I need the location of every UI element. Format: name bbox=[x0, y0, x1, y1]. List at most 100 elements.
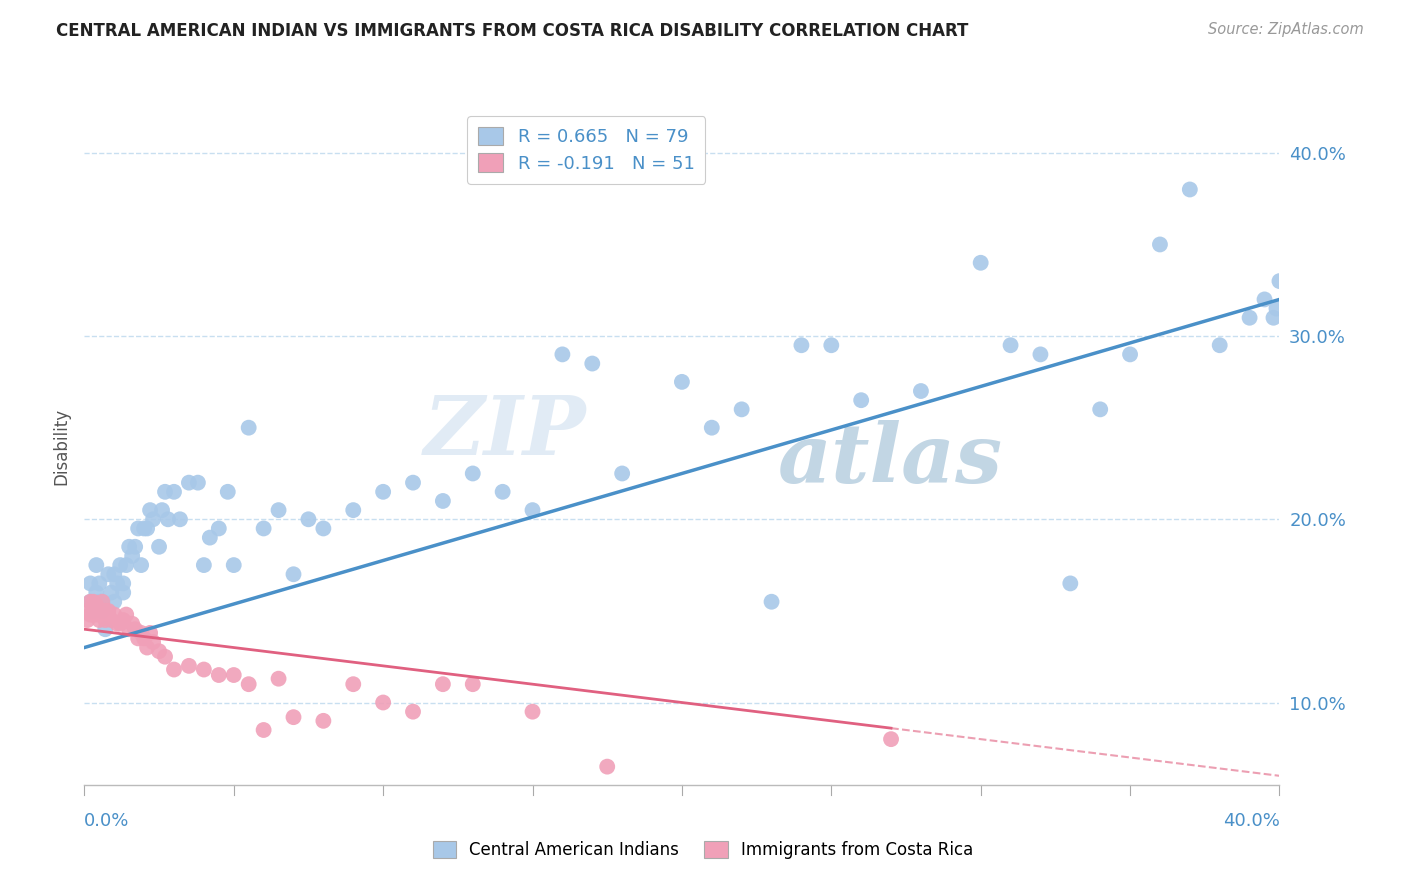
Point bbox=[79, 576, 101, 591]
Point bbox=[124, 622, 146, 636]
Point bbox=[121, 549, 143, 563]
Point bbox=[208, 668, 231, 682]
Point bbox=[103, 607, 125, 622]
Point bbox=[492, 484, 515, 499]
Legend: Central American Indians, Immigrants from Costa Rica: Central American Indians, Immigrants fro… bbox=[426, 834, 980, 866]
Point bbox=[132, 521, 156, 535]
Point bbox=[157, 512, 180, 526]
Text: Source: ZipAtlas.com: Source: ZipAtlas.com bbox=[1208, 22, 1364, 37]
Text: 40.0%: 40.0% bbox=[1223, 812, 1279, 830]
Point bbox=[238, 420, 260, 434]
Point bbox=[150, 503, 173, 517]
Point bbox=[82, 595, 104, 609]
Point bbox=[136, 521, 159, 535]
Point bbox=[121, 616, 143, 631]
Legend: R = 0.665   N = 79, R = -0.191   N = 51: R = 0.665 N = 79, R = -0.191 N = 51 bbox=[467, 116, 706, 184]
Text: 0.0%: 0.0% bbox=[84, 812, 129, 830]
Point bbox=[94, 604, 117, 618]
Point bbox=[76, 604, 98, 618]
Point bbox=[1059, 576, 1081, 591]
Point bbox=[761, 595, 783, 609]
Point bbox=[551, 347, 574, 361]
Point bbox=[110, 616, 132, 631]
Point bbox=[671, 375, 693, 389]
Point bbox=[851, 393, 873, 408]
Point bbox=[238, 677, 260, 691]
Point bbox=[76, 613, 98, 627]
Point bbox=[89, 595, 111, 609]
Point bbox=[342, 503, 364, 517]
Point bbox=[1209, 338, 1232, 352]
Point bbox=[94, 613, 117, 627]
Point bbox=[461, 677, 484, 691]
Point bbox=[110, 558, 132, 573]
Point bbox=[86, 558, 108, 573]
Point bbox=[731, 402, 754, 417]
Point bbox=[970, 256, 993, 270]
Point bbox=[297, 512, 319, 526]
Point bbox=[89, 576, 111, 591]
Point bbox=[222, 558, 245, 573]
Point bbox=[820, 338, 842, 352]
Point bbox=[163, 484, 186, 499]
Point bbox=[100, 613, 122, 627]
Point bbox=[103, 595, 125, 609]
Point bbox=[142, 635, 165, 649]
Point bbox=[253, 521, 276, 535]
Point bbox=[148, 540, 170, 554]
Point bbox=[112, 576, 135, 591]
Point bbox=[118, 622, 141, 636]
Point bbox=[1178, 182, 1201, 196]
Point bbox=[177, 475, 200, 490]
Point bbox=[163, 663, 186, 677]
Point bbox=[79, 595, 101, 609]
Point bbox=[1268, 274, 1291, 288]
Point bbox=[612, 467, 634, 481]
Point bbox=[700, 420, 723, 434]
Point bbox=[129, 626, 152, 640]
Point bbox=[79, 607, 101, 622]
Point bbox=[581, 357, 603, 371]
Point bbox=[193, 558, 215, 573]
Point bbox=[124, 540, 146, 554]
Point bbox=[402, 705, 425, 719]
Point bbox=[89, 604, 111, 618]
Point bbox=[373, 484, 395, 499]
Point bbox=[1263, 310, 1285, 325]
Point bbox=[112, 613, 135, 627]
Point bbox=[596, 759, 619, 773]
Point bbox=[82, 604, 104, 618]
Point bbox=[522, 705, 544, 719]
Point bbox=[373, 696, 395, 710]
Point bbox=[79, 595, 101, 609]
Point bbox=[112, 585, 135, 599]
Point bbox=[402, 475, 425, 490]
Point bbox=[432, 677, 454, 691]
Point bbox=[127, 521, 149, 535]
Point bbox=[169, 512, 191, 526]
Point bbox=[432, 494, 454, 508]
Point bbox=[193, 663, 215, 677]
Point bbox=[97, 567, 120, 582]
Point bbox=[267, 503, 290, 517]
Point bbox=[105, 616, 128, 631]
Point bbox=[342, 677, 364, 691]
Point bbox=[115, 607, 138, 622]
Point bbox=[187, 475, 209, 490]
Text: ZIP: ZIP bbox=[423, 392, 586, 473]
Point bbox=[1090, 402, 1112, 417]
Point bbox=[97, 607, 120, 622]
Point bbox=[105, 576, 128, 591]
Point bbox=[86, 599, 108, 613]
Point bbox=[115, 558, 138, 573]
Point bbox=[1000, 338, 1022, 352]
Point bbox=[153, 484, 176, 499]
Point bbox=[1149, 237, 1171, 252]
Point bbox=[283, 567, 305, 582]
Point bbox=[461, 467, 484, 481]
Point bbox=[312, 521, 335, 535]
Point bbox=[1029, 347, 1052, 361]
Point bbox=[91, 595, 114, 609]
Point bbox=[153, 649, 176, 664]
Point bbox=[89, 613, 111, 627]
